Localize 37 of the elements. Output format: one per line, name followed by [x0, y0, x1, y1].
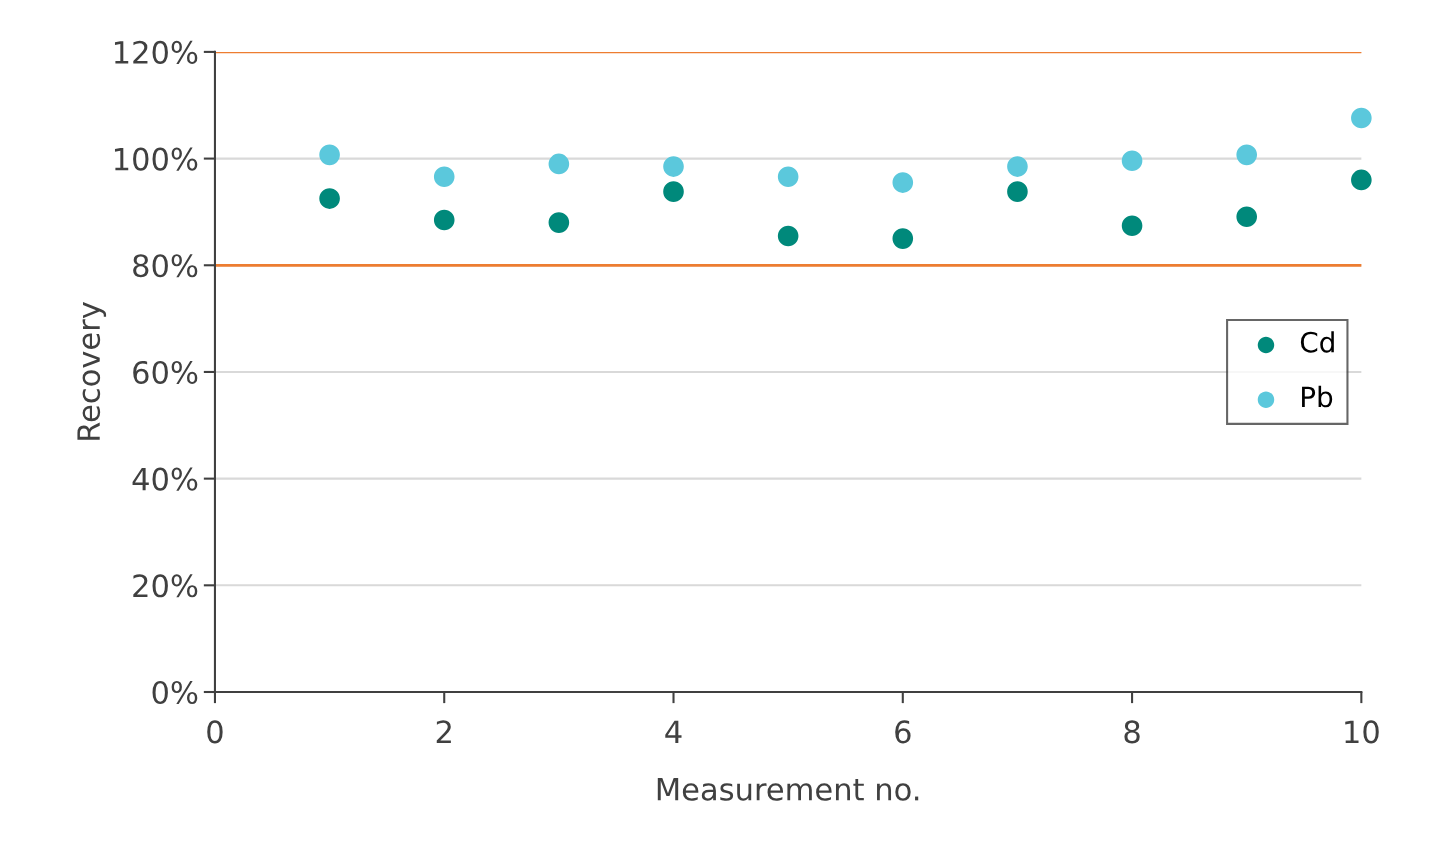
point	[663, 156, 684, 177]
point	[663, 181, 684, 202]
y-tick-label: 0%	[152, 680, 198, 705]
point	[777, 166, 799, 188]
legend-label: Pb	[1302, 385, 1333, 408]
point	[548, 153, 570, 175]
x-tick-label: 4	[665, 720, 682, 743]
point	[548, 212, 570, 233]
point	[1007, 156, 1028, 177]
point	[1121, 150, 1143, 172]
y-tick-label: 80%	[133, 254, 198, 278]
point	[1236, 144, 1258, 166]
y-tick-label: 40%	[132, 467, 198, 491]
y-axis-title: Recovery	[77, 302, 107, 440]
x-tick-label: 10	[1345, 720, 1379, 744]
point	[1007, 181, 1028, 202]
x-tick-label: 6	[895, 720, 911, 744]
point	[777, 225, 799, 247]
y-tick-label: 100%	[114, 147, 198, 171]
point	[892, 172, 914, 193]
point	[1351, 169, 1372, 191]
legend-label: Cd	[1300, 331, 1334, 353]
point	[1236, 206, 1258, 228]
point	[433, 209, 455, 231]
point	[1121, 215, 1143, 237]
x-tick-label: 2	[436, 720, 451, 743]
point	[1351, 107, 1372, 129]
x-axis-title: Measurement no.	[657, 778, 919, 801]
point	[433, 166, 455, 188]
x-tick-label: 0	[207, 720, 223, 744]
point	[319, 188, 340, 209]
y-tick-label: 20%	[133, 574, 198, 598]
x-tick-label: 8	[1124, 720, 1140, 744]
point	[892, 228, 914, 249]
y-tick-label: 60%	[133, 360, 198, 384]
point	[319, 144, 340, 166]
y-tick-label: 120%	[114, 40, 198, 64]
